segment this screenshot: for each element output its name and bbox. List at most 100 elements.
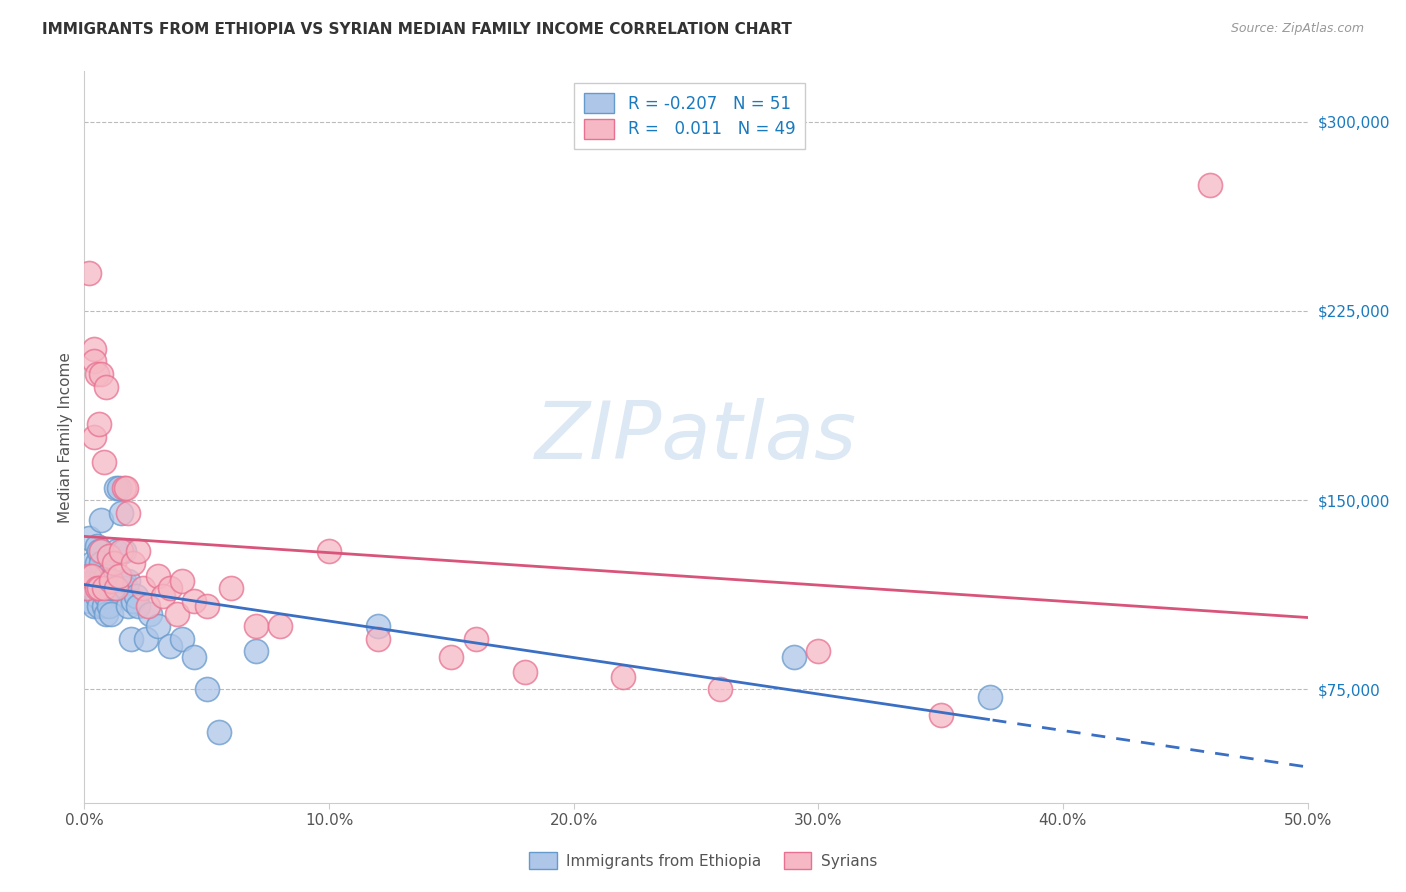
Point (120, 632, 142, 646)
Point (90, 582, 112, 596)
Point (97, 599, 120, 613)
Point (127, 599, 149, 613)
Point (195, 682, 218, 697)
Point (93, 599, 115, 613)
Point (86, 589, 108, 603)
Point (87, 574, 110, 588)
Point (86, 367, 108, 381)
Point (513, 665, 536, 679)
Point (112, 481, 135, 495)
Point (110, 543, 132, 558)
Point (122, 594, 145, 608)
Point (93, 582, 115, 596)
Point (80, 569, 103, 583)
Point (83, 430, 105, 444)
Legend: R = -0.207   N = 51, R =   0.011   N = 49: R = -0.207 N = 51, R = 0.011 N = 49 (575, 83, 806, 148)
Point (100, 607, 122, 621)
Point (183, 594, 205, 608)
Point (100, 574, 122, 588)
Point (105, 543, 128, 558)
Point (208, 725, 231, 739)
Point (367, 619, 389, 633)
Point (90, 543, 112, 558)
Point (464, 632, 486, 646)
Point (115, 481, 138, 495)
Point (90, 513, 112, 527)
Point (83, 342, 105, 356)
Point (112, 574, 135, 588)
Point (83, 574, 105, 588)
Point (440, 649, 463, 664)
Point (172, 574, 194, 588)
Point (77, 569, 100, 583)
Point (367, 632, 389, 646)
Point (159, 582, 181, 596)
Point (87, 599, 110, 613)
Point (97, 574, 120, 588)
Point (86, 539, 108, 553)
Point (107, 569, 129, 583)
Point (96, 607, 118, 621)
Point (122, 556, 145, 570)
Point (127, 543, 149, 558)
Point (146, 569, 169, 583)
Point (183, 649, 205, 664)
Y-axis label: Median Family Income: Median Family Income (58, 351, 73, 523)
Point (195, 599, 218, 613)
Point (245, 619, 267, 633)
Point (86, 582, 108, 596)
Point (77, 266, 100, 280)
Point (117, 599, 139, 613)
Point (96, 379, 118, 393)
Point (93, 455, 115, 469)
Text: Source: ZipAtlas.com: Source: ZipAtlas.com (1230, 22, 1364, 36)
Point (979, 690, 1001, 704)
Point (76, 569, 98, 583)
Point (100, 582, 122, 596)
Point (117, 506, 139, 520)
Point (77, 531, 100, 545)
Point (97, 549, 120, 563)
Point (132, 582, 155, 596)
Point (110, 506, 132, 520)
Point (245, 644, 267, 658)
Point (117, 574, 139, 588)
Legend: Immigrants from Ethiopia, Syrians: Immigrants from Ethiopia, Syrians (523, 846, 883, 875)
Point (146, 619, 169, 633)
Point (105, 481, 128, 495)
Point (166, 607, 188, 621)
Point (90, 556, 112, 570)
Point (219, 582, 242, 596)
Point (125, 589, 148, 603)
Point (103, 582, 125, 596)
Point (77, 594, 100, 608)
Point (929, 707, 952, 722)
Point (90, 367, 112, 381)
Point (269, 619, 291, 633)
Point (83, 599, 105, 613)
Point (83, 354, 105, 368)
Point (318, 543, 340, 558)
Point (80, 582, 103, 596)
Point (159, 640, 181, 654)
Text: IMMIGRANTS FROM ETHIOPIA VS SYRIAN MEDIAN FAMILY INCOME CORRELATION CHART: IMMIGRANTS FROM ETHIOPIA VS SYRIAN MEDIA… (42, 22, 792, 37)
Point (105, 582, 128, 596)
Point (76, 582, 98, 596)
Point (87, 417, 110, 432)
Point (612, 670, 634, 684)
Text: ZIPatlas: ZIPatlas (534, 398, 858, 476)
Point (112, 543, 135, 558)
Point (115, 582, 138, 596)
Point (93, 574, 115, 588)
Point (172, 632, 194, 646)
Point (96, 569, 118, 583)
Point (87, 582, 110, 596)
Point (96, 589, 118, 603)
Point (135, 632, 157, 646)
Point (152, 589, 174, 603)
Point (1198, 178, 1220, 192)
Point (136, 599, 159, 613)
Point (80, 556, 103, 570)
Point (807, 644, 830, 658)
Point (87, 543, 110, 558)
